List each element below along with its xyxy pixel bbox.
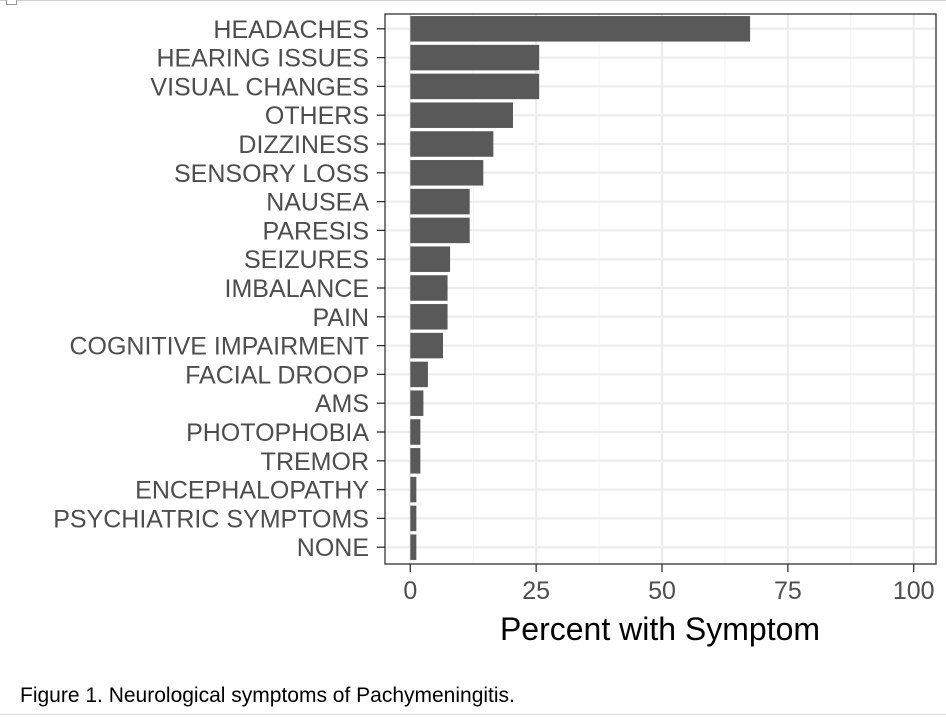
bar [410, 102, 513, 128]
bar [410, 332, 444, 359]
x-axis-title: Percent with Symptom [500, 611, 820, 647]
bar [410, 131, 494, 157]
category-label: AMS [315, 390, 369, 418]
category-label: NONE [297, 534, 369, 562]
bar [410, 16, 751, 42]
bar [410, 448, 421, 474]
x-axis: 0 25 50 75 100 [403, 564, 935, 605]
bar [410, 160, 484, 186]
bar [410, 246, 451, 272]
x-tick-label: 0 [403, 577, 417, 605]
category-label: PARESIS [262, 217, 369, 245]
category-label: PHOTOPHOBIA [186, 419, 369, 447]
bar [410, 534, 417, 560]
category-label: TREMOR [261, 448, 369, 476]
category-label: HEADACHES [213, 16, 369, 44]
category-label: OTHERS [265, 102, 369, 130]
corner-handle [6, 0, 17, 5]
plot-border [384, 13, 937, 565]
x-tick-label: 75 [774, 577, 802, 605]
bottom-border [0, 714, 946, 715]
bar [410, 476, 417, 503]
category-label: ENCEPHALOPATHY [135, 477, 369, 505]
bar [410, 44, 540, 71]
x-tick-label: 100 [893, 577, 935, 605]
category-label: PAIN [313, 304, 370, 332]
figure-caption: Figure 1. Neurological symptoms of Pachy… [20, 684, 515, 707]
bar [410, 419, 421, 445]
bar [410, 304, 448, 330]
category-label: IMBALANCE [225, 275, 369, 303]
bar [410, 505, 417, 532]
category-label: COGNITIVE IMPAIRMENT [69, 333, 369, 361]
category-label: NAUSEA [266, 189, 369, 217]
category-label: FACIAL DROOP [185, 361, 369, 389]
bar [410, 188, 470, 215]
category-label: VISUAL CHANGES [150, 73, 369, 101]
bar [410, 217, 470, 244]
bars [410, 16, 751, 560]
bar [410, 275, 448, 301]
bar [410, 361, 428, 388]
category-label: SENSORY LOSS [174, 160, 369, 188]
category-label: DIZZINESS [238, 131, 369, 159]
x-tick-label: 25 [522, 577, 550, 605]
category-label: HEARING ISSUES [156, 45, 369, 73]
category-label: SEIZURES [244, 246, 369, 274]
category-label: PSYCHIATRIC SYMPTOMS [53, 505, 369, 533]
top-border [0, 0, 946, 4]
bar [410, 390, 424, 416]
bar [410, 73, 540, 100]
x-tick-label: 50 [648, 577, 676, 605]
